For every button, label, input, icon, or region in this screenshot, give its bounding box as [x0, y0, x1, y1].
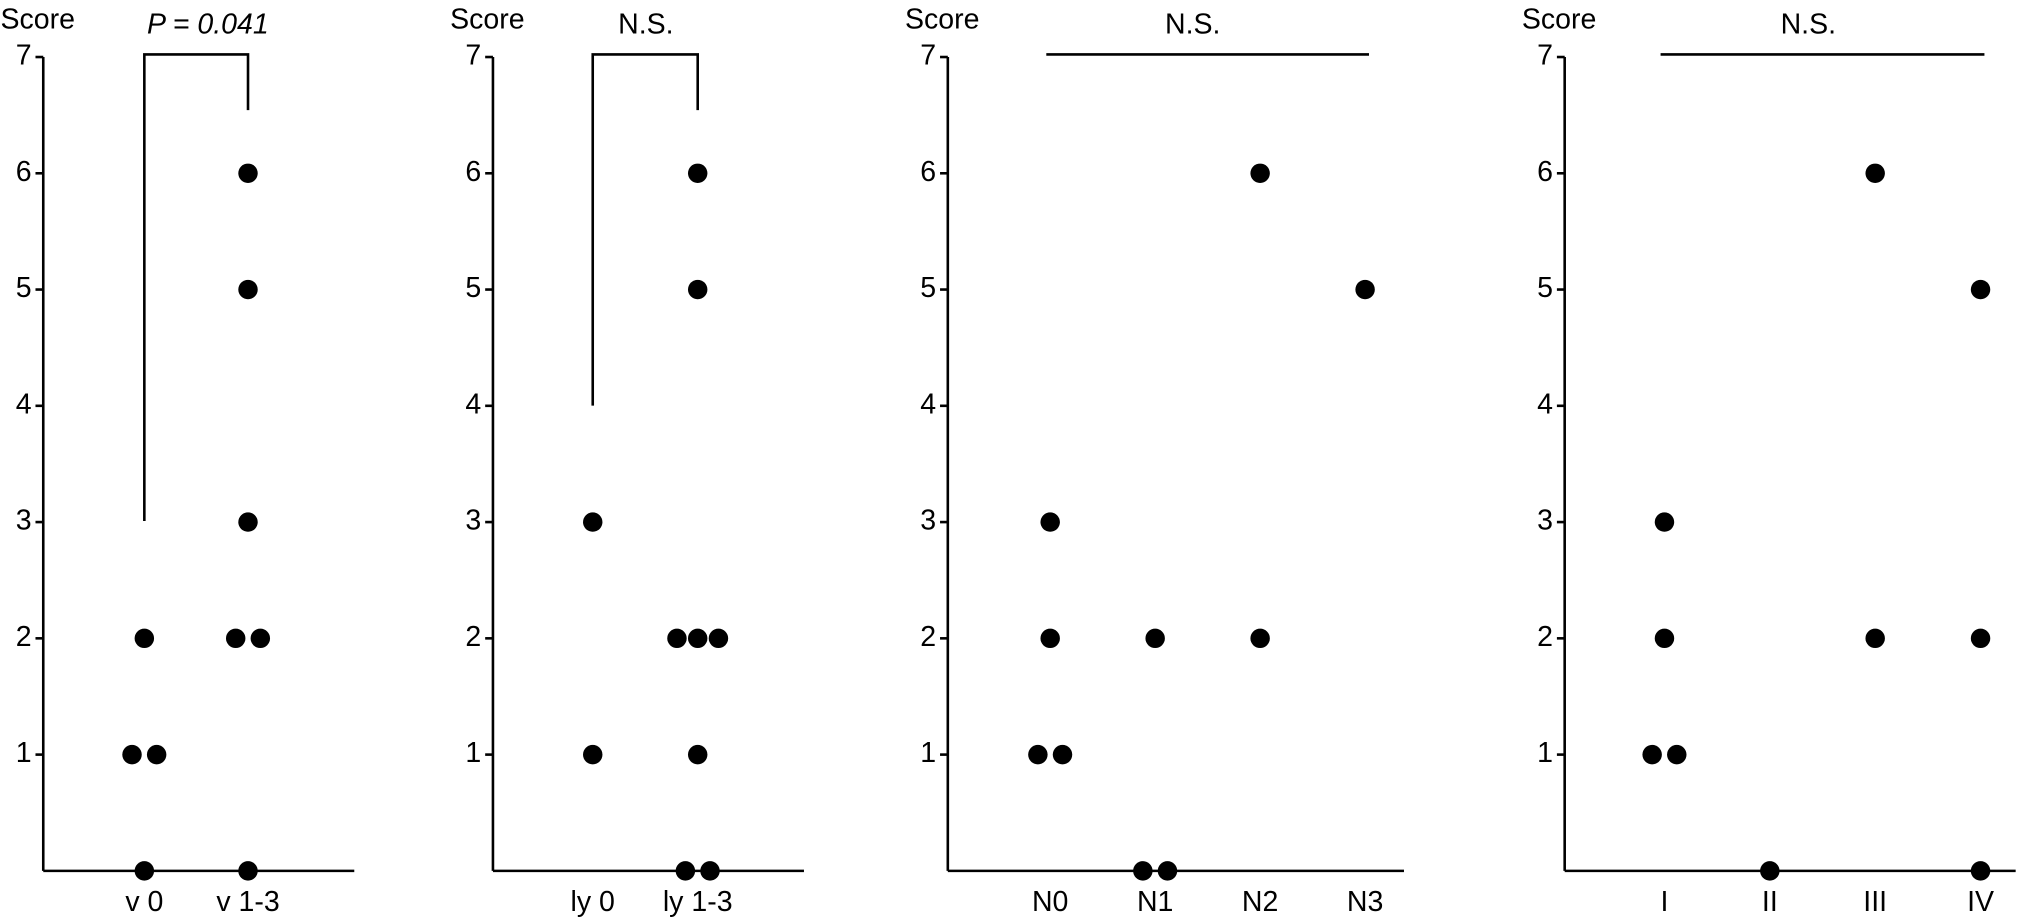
data-point [687, 628, 708, 649]
data-point [225, 628, 246, 649]
y-axis-label: Score [450, 3, 524, 35]
y-tick-label: 3 [920, 505, 936, 537]
data-point [667, 628, 687, 649]
data-point [1028, 744, 1048, 765]
x-tick-label: v 1-3 [216, 886, 279, 918]
y-tick-label: 6 [920, 156, 936, 188]
data-point [708, 628, 729, 649]
y-tick-label: 2 [1537, 621, 1553, 653]
bracket [591, 53, 699, 406]
x-tick-label: N1 [1137, 886, 1173, 918]
y-tick-label: 4 [920, 388, 936, 420]
data-point [1970, 628, 1991, 649]
data-point [687, 744, 708, 765]
data-point [1145, 628, 1165, 649]
data-point [134, 628, 155, 649]
data-point [134, 861, 155, 881]
data-point [1250, 628, 1270, 649]
y-tick-label: 7 [1537, 40, 1553, 72]
annotation: N.S. [1781, 8, 1836, 40]
y-tick-label: 6 [465, 156, 481, 188]
y-axis-label: Score [1522, 3, 1596, 35]
data-point [1970, 279, 1991, 300]
y-tick-label: 7 [465, 40, 481, 72]
y-tick-label: 5 [920, 272, 936, 304]
annotation: P = 0.041 [147, 8, 269, 40]
y-axis-label: Score [0, 3, 74, 35]
x-tick-label: ly 0 [571, 886, 615, 918]
x-tick-label: ly 1-3 [663, 886, 733, 918]
data-point [1052, 744, 1073, 765]
data-point [1133, 861, 1153, 881]
y-tick-label: 3 [465, 505, 481, 537]
data-point [583, 744, 603, 765]
y-tick-label: 6 [1537, 156, 1553, 188]
y-tick-label: 7 [16, 40, 32, 72]
data-point [250, 628, 271, 649]
data-point [1865, 163, 1885, 184]
data-point [1250, 163, 1270, 184]
data-point [1040, 628, 1060, 649]
data-point [1667, 744, 1687, 765]
data-point [238, 861, 258, 881]
y-tick-label: 3 [16, 505, 32, 537]
y-tick-label: 4 [1537, 388, 1553, 420]
y-tick-label: 1 [465, 737, 481, 769]
data-point [1157, 861, 1178, 881]
data-point [238, 163, 258, 184]
data-point [687, 163, 708, 184]
data-point [1355, 279, 1375, 300]
x-tick-label: IV [1967, 886, 1994, 918]
y-tick-label: 1 [16, 737, 32, 769]
y-tick-label: 5 [465, 272, 481, 304]
x-tick-label: v 0 [125, 886, 163, 918]
x-tick-label: II [1762, 886, 1778, 918]
data-point [1654, 628, 1675, 649]
y-tick-label: 2 [920, 621, 936, 653]
y-tick-label: 7 [920, 40, 936, 72]
y-tick-label: 1 [920, 737, 936, 769]
y-tick-label: 4 [465, 388, 481, 420]
y-tick-label: 3 [1537, 505, 1553, 537]
annotation: N.S. [1165, 8, 1220, 40]
data-point [675, 861, 696, 881]
data-point [1970, 861, 1991, 881]
y-tick-label: 5 [1537, 272, 1553, 304]
y-tick-label: 1 [1537, 737, 1553, 769]
data-point [146, 744, 167, 765]
data-point [700, 861, 720, 881]
y-axis-label: Score [905, 3, 979, 35]
y-tick-label: 2 [16, 621, 32, 653]
x-tick-label: N0 [1032, 886, 1068, 918]
x-tick-label: I [1661, 886, 1669, 918]
y-tick-label: 2 [465, 621, 481, 653]
y-tick-label: 5 [16, 272, 32, 304]
data-point [1865, 628, 1885, 649]
data-point [687, 279, 708, 300]
data-point [1040, 512, 1060, 532]
data-point [1654, 512, 1675, 532]
annotation: N.S. [618, 8, 673, 40]
data-point [238, 512, 258, 532]
x-tick-label: III [1863, 886, 1887, 918]
x-tick-label: N2 [1242, 886, 1278, 918]
y-tick-label: 4 [16, 388, 32, 420]
x-tick-label: N3 [1347, 886, 1383, 918]
data-point [1760, 861, 1780, 881]
bracket [143, 53, 250, 521]
data-point [122, 744, 142, 765]
y-tick-label: 6 [16, 156, 32, 188]
data-point [583, 512, 603, 532]
data-point [238, 279, 258, 300]
data-point [1642, 744, 1662, 765]
